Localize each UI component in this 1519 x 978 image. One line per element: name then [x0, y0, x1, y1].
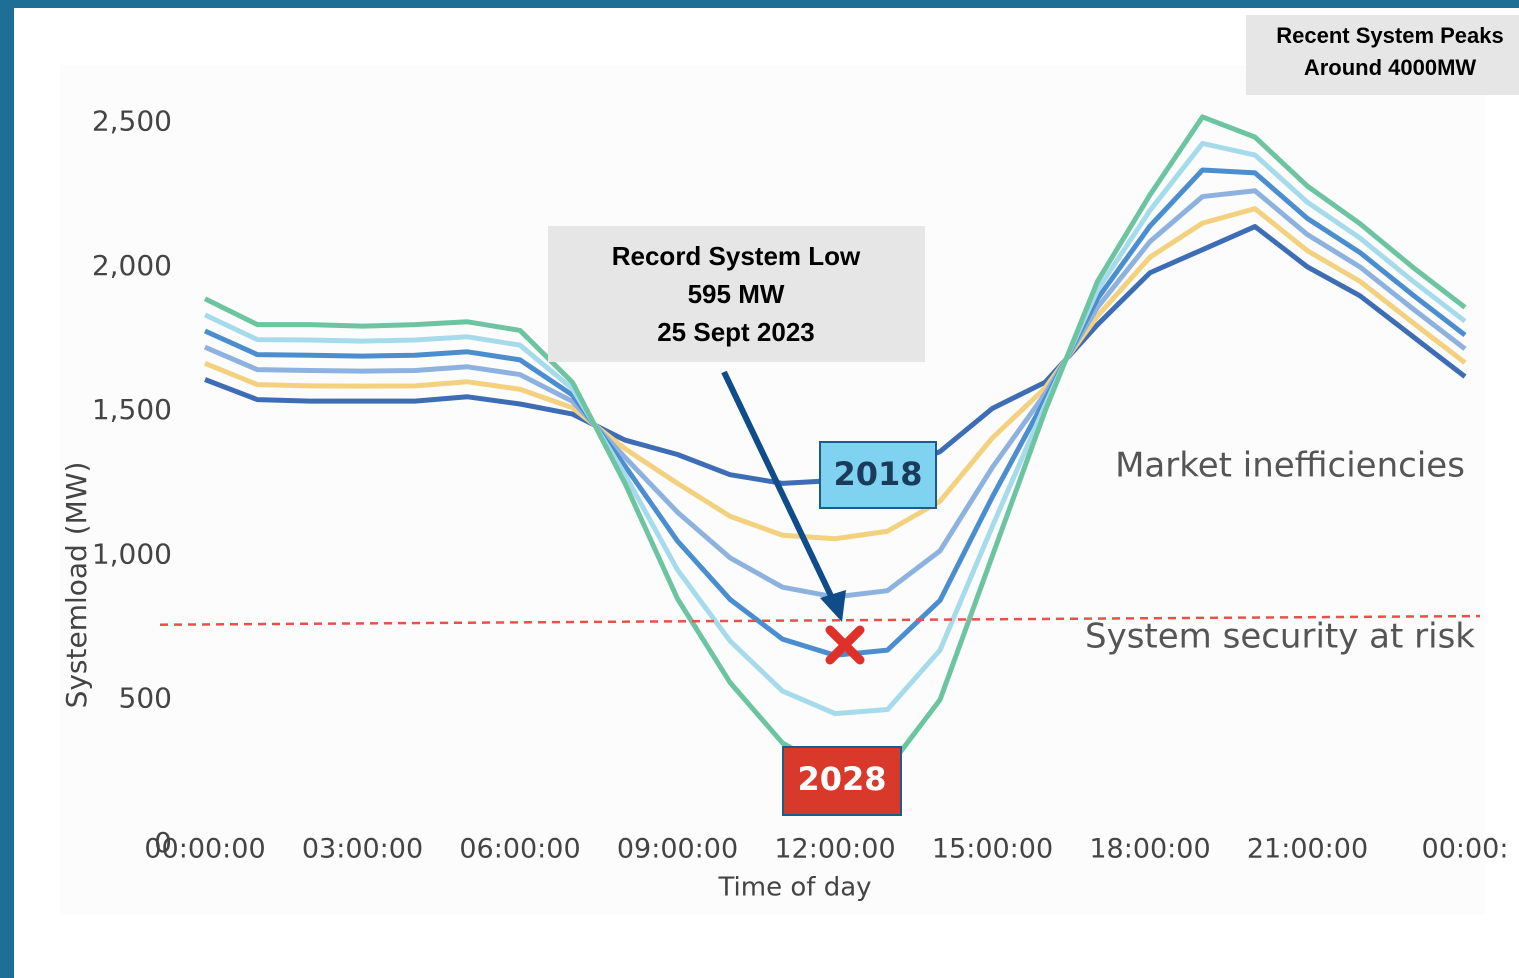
y-tick-label: 1,000 [92, 537, 172, 570]
label-box [782, 746, 902, 816]
series-label: 2018 [833, 455, 922, 493]
series-line [204, 206, 1467, 542]
series-line [203, 140, 1467, 717]
label-box [819, 441, 937, 509]
x-tick-label: 21:00:00 [1247, 834, 1368, 865]
x-tick-label: 12:00:00 [774, 834, 895, 865]
callout-text: 595 MW [688, 279, 785, 309]
callout-box [548, 226, 925, 362]
note-box [1246, 15, 1519, 95]
annotation: Market inefficiencies [1115, 446, 1465, 486]
threshold-line [159, 614, 1481, 626]
x-axis-label: Time of day [717, 873, 871, 903]
x-tick-label: 03:00:00 [302, 834, 423, 865]
record-marker [825, 625, 865, 665]
x-tick-label: 06:00:00 [459, 834, 580, 865]
y-axis-label: Systemload (MW) [60, 462, 93, 709]
x-tick-label: 00:00: [1422, 834, 1509, 865]
plot-panel [60, 65, 1485, 915]
note-text: Recent System Peaks [1276, 23, 1503, 48]
series-label: 2028 [797, 760, 886, 798]
arrow [721, 370, 835, 600]
annotation: System security at risk [1085, 617, 1475, 657]
y-tick-label: 2,000 [92, 249, 172, 282]
y-tick-label: 2,500 [92, 105, 172, 138]
y-tick-label: 500 [119, 682, 172, 715]
y-tick-label: 0 [154, 826, 172, 859]
note-text: Around 4000MW [1304, 55, 1477, 80]
x-tick-label: 15:00:00 [932, 834, 1053, 865]
callout-text: Record System Low [612, 241, 861, 271]
arrow-head [820, 590, 846, 622]
callout-text: 25 Sept 2023 [657, 317, 815, 347]
x-tick-label: 18:00:00 [1089, 834, 1210, 865]
x-tick-label: 09:00:00 [617, 834, 738, 865]
y-tick-label: 1,500 [92, 393, 172, 426]
x-tick-label: 00:00:00 [144, 834, 265, 865]
